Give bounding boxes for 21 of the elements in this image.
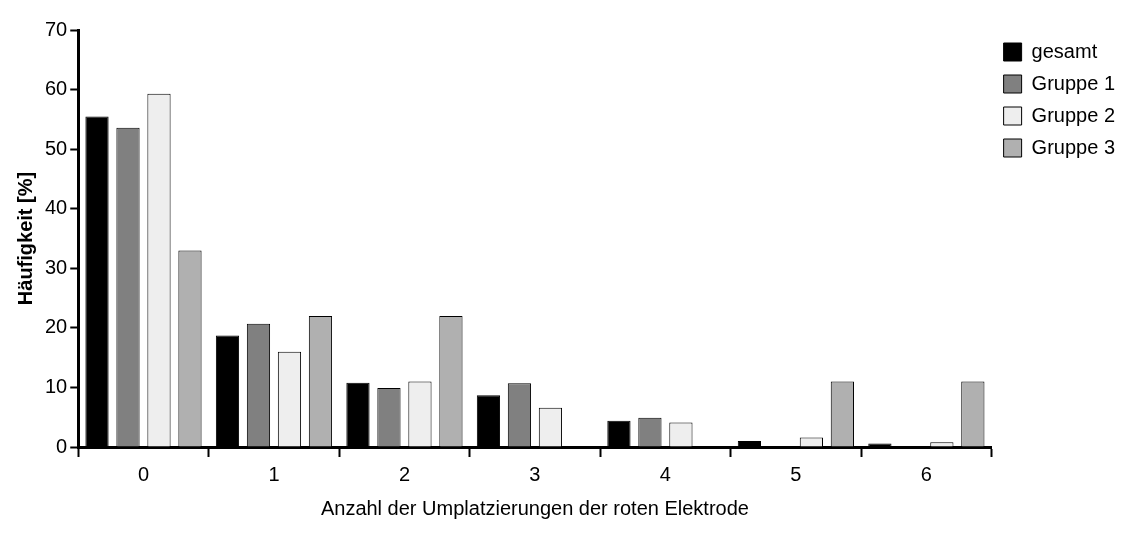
y-tick-label: 40 — [45, 196, 68, 219]
x-tick-label: 0 — [137, 462, 150, 485]
legend-label: Gruppe 2 — [1031, 103, 1115, 126]
y-tick-label: 20 — [45, 315, 68, 338]
x-tick-label: 4 — [659, 462, 671, 485]
x-axis-title: Anzahl der Umplatzierungen der roten Elektrode — [320, 496, 749, 519]
x-tick-label: 3 — [529, 462, 541, 485]
y-axis-title: Häufigkeit [%] — [13, 171, 36, 306]
y-tick-label: 30 — [45, 255, 68, 278]
y-tick-label: 70 — [45, 17, 68, 40]
legend-label: Gruppe 1 — [1031, 71, 1115, 94]
x-tick-label: 6 — [920, 462, 932, 485]
y-tick-label: 50 — [45, 136, 68, 159]
x-tick-label: 1 — [268, 462, 280, 485]
x-tick-label: 5 — [790, 462, 802, 485]
legend-label: Gruppe 3 — [1031, 135, 1115, 158]
x-tick-label: 2 — [398, 462, 411, 485]
y-tick-label: 0 — [56, 434, 68, 457]
y-tick-label: 10 — [45, 374, 68, 397]
legend-label: gesamt — [1031, 39, 1098, 62]
y-tick-label: 60 — [45, 77, 68, 100]
